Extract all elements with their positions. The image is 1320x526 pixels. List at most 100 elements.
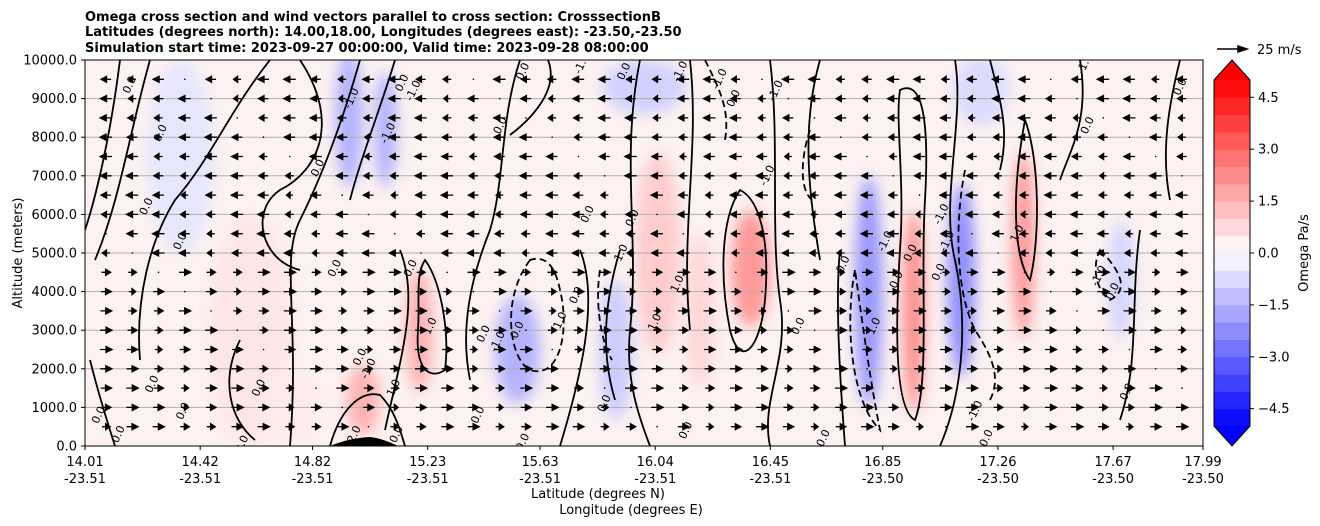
wind-vector [230,229,243,238]
wind-vector [415,384,429,393]
wind-vector [782,133,793,142]
wind-vector [807,152,820,161]
wind-vector [178,268,193,277]
wind-vector [210,97,212,100]
wind-vector [731,287,742,296]
colorbar-segment [1214,287,1250,306]
wind-vector [1072,345,1083,354]
wind-vector [656,425,658,428]
wind-vector [571,94,584,103]
colorbar-segment [1214,253,1250,271]
wind-vector [652,113,661,123]
colorbar-tick-label: 0.0 [1258,247,1279,262]
wind-vector [624,364,639,373]
wind-vector [177,113,191,122]
wind-vector [571,210,584,219]
wind-vector [233,268,243,277]
wind-vector [735,271,737,274]
wind-vector [472,78,475,81]
terrain [330,437,398,446]
wind-vector [262,136,265,138]
wind-vector [624,345,639,354]
wind-vector [544,210,559,219]
wind-vector [679,383,689,393]
wind-vector [415,403,428,412]
wind-vector [126,113,137,123]
wind-vector [232,345,244,354]
contour-line [597,269,613,361]
wind-vector [1125,403,1135,412]
wind-vector [783,171,793,181]
wind-vector [1071,268,1084,277]
wind-vector [334,210,349,219]
wind-vector [754,210,769,219]
wind-vector [551,136,553,138]
wind-vector [784,364,793,374]
wind-vector [469,364,479,374]
wind-vector [570,248,585,258]
wind-vector [494,268,507,277]
wind-vector [494,210,504,219]
wind-vector [861,422,875,431]
wind-vector [966,422,980,431]
x-tick-label-lon: -23.51 [179,472,221,487]
wind-vector [100,364,114,373]
wind-vector [1044,113,1056,122]
wind-vector [494,345,507,354]
wind-vector [783,403,795,412]
wind-vector [153,113,163,123]
wind-vector [288,155,291,158]
wind-vector [991,210,1004,219]
contour-line [722,188,768,353]
wind-vector [704,268,717,277]
contour-line [384,249,410,431]
wind-vector [1123,306,1137,315]
wind-vector [466,210,479,219]
wind-vector [834,384,849,393]
wind-vector [675,248,690,258]
wind-vector [708,252,711,254]
wind-vector [807,133,821,142]
wind-vector [886,210,899,219]
wind-vector [862,287,873,296]
x-tick-label-lon: -23.50 [1182,472,1224,487]
wind-vector [625,75,636,84]
wind-vector [705,210,714,219]
wind-vector [415,75,426,84]
wind-vector [178,306,193,315]
wind-vector [99,171,112,180]
wind-vector [415,306,428,315]
wind-vector [840,136,842,138]
wind-vector [259,325,269,335]
wind-vector [203,133,218,142]
wind-vector [912,152,926,161]
wind-vector [441,384,455,393]
colorbar-segment [1214,339,1250,358]
wind-vector [649,229,663,238]
wind-vector [599,190,609,200]
wind-vector [551,348,553,351]
colorbar-segment [1214,304,1250,323]
wind-vector [180,422,191,431]
wind-vector [153,384,165,393]
wind-vector [705,383,716,393]
wind-vector [365,345,373,354]
wind-vector [125,152,138,161]
wind-vector [520,384,534,393]
wind-vector [442,326,453,335]
wind-vector [546,75,557,84]
wind-vector [468,152,477,161]
wind-vector [336,422,350,431]
wind-vector [940,403,953,412]
x-tick-label-lon: -23.51 [634,472,676,487]
wind-vector [729,364,744,373]
wind-vector [493,152,505,161]
wind-vector [127,74,136,84]
wind-vector [1043,133,1057,142]
wind-vector [577,368,580,370]
wind-vector [230,133,243,142]
wind-vector [913,345,927,354]
wind-vector [702,152,715,161]
wind-vector [656,213,658,216]
wind-vector [599,229,610,238]
